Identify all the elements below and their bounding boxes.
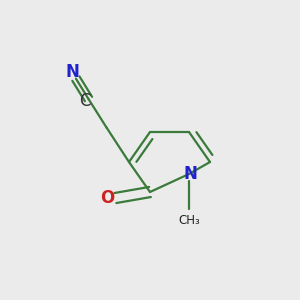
Text: C: C	[79, 92, 91, 110]
Text: CH₃: CH₃	[178, 214, 200, 227]
Text: N: N	[184, 165, 197, 183]
Text: O: O	[100, 189, 114, 207]
Text: N: N	[66, 63, 80, 81]
